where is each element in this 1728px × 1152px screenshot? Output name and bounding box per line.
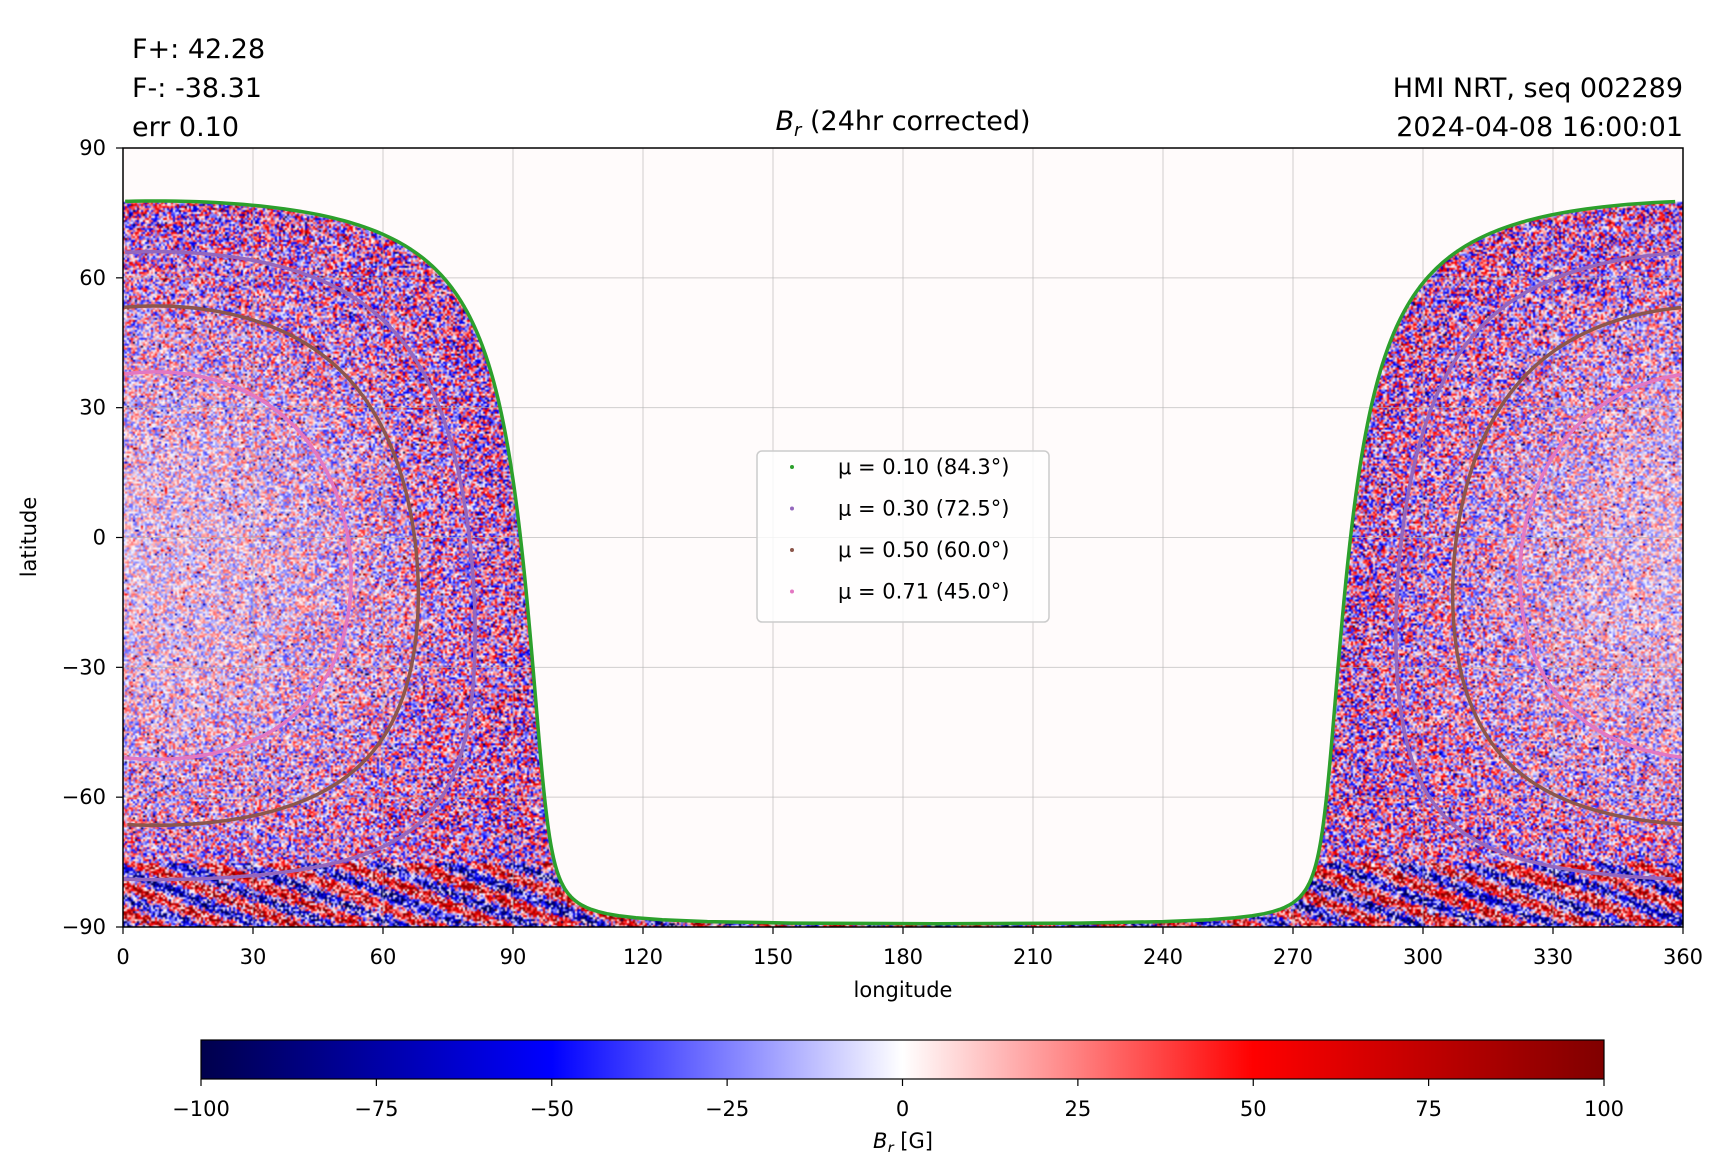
x-tick-label: 120 bbox=[623, 945, 663, 969]
timestamp: 2024-04-08 16:00:01 bbox=[1396, 112, 1683, 143]
x-tick-label: 180 bbox=[883, 945, 923, 969]
mu-contour-0.3 bbox=[1394, 251, 1681, 881]
legend-marker bbox=[790, 589, 794, 594]
legend-entry: μ = 0.50 (60.0°) bbox=[838, 538, 1009, 562]
x-tick-label: 90 bbox=[500, 945, 527, 969]
mu-contour-0.71 bbox=[124, 370, 156, 376]
flux-positive: F+: 42.28 bbox=[132, 34, 265, 65]
y-tick-label: 30 bbox=[79, 396, 106, 420]
colorbar-tick-label: 50 bbox=[1240, 1097, 1267, 1121]
colorbar-tick-label: 75 bbox=[1415, 1097, 1442, 1121]
mu-contour-0.5 bbox=[127, 304, 421, 828]
legend-entry: μ = 0.10 (84.3°) bbox=[838, 455, 1009, 479]
legend-entry: μ = 0.71 (45.0°) bbox=[838, 580, 1009, 604]
x-tick-label: 210 bbox=[1013, 945, 1053, 969]
y-axis-label: latitude bbox=[17, 497, 41, 578]
x-tick-label: 300 bbox=[1403, 945, 1443, 969]
legend-box bbox=[756, 450, 1050, 623]
legend-marker bbox=[790, 506, 794, 511]
y-tick-label: 60 bbox=[79, 266, 106, 290]
x-tick-label: 0 bbox=[116, 945, 129, 969]
legend-marker bbox=[790, 548, 794, 552]
y-tick-label: −90 bbox=[62, 915, 106, 939]
mu-contour-0.3 bbox=[123, 249, 477, 882]
mu-contour-0.5 bbox=[1450, 305, 1683, 827]
colorbar-label: Br [G] bbox=[873, 1129, 933, 1152]
mu-contour-0.5 bbox=[123, 304, 156, 310]
legend-entry: μ = 0.30 (72.5°) bbox=[838, 497, 1009, 521]
colorbar: −100 −75 −50 −25 0 25 50 75 100 Br [G] bbox=[172, 1039, 1624, 1152]
flux-negative: F-: -38.31 bbox=[132, 73, 262, 104]
colorbar-gradient bbox=[200, 1039, 1605, 1080]
x-tick-label: 330 bbox=[1533, 945, 1573, 969]
mu-contour-0.71 bbox=[123, 370, 353, 762]
x-axis-ticks: 0 30 60 90 120 150 180 210 240 270 300 330 360 bbox=[116, 927, 1703, 969]
colorbar-tick-label: −75 bbox=[354, 1097, 398, 1121]
x-tick-label: 60 bbox=[370, 945, 397, 969]
y-axis-ticks: 90 60 30 0 −30 −60 −90 bbox=[62, 136, 123, 939]
colorbar-tick-label: 100 bbox=[1584, 1097, 1624, 1121]
x-tick-label: 270 bbox=[1273, 945, 1313, 969]
x-tick-label: 240 bbox=[1143, 945, 1183, 969]
y-tick-label: −60 bbox=[62, 785, 106, 809]
y-tick-label: 90 bbox=[79, 136, 106, 160]
mu-contour-0.71 bbox=[1518, 372, 1684, 760]
colorbar-tick-label: 25 bbox=[1065, 1097, 1092, 1121]
y-tick-label: −30 bbox=[62, 655, 106, 679]
colorbar-tick-label: −25 bbox=[705, 1097, 749, 1121]
error-value: err 0.10 bbox=[132, 112, 239, 143]
mu-contour-0.3 bbox=[125, 249, 156, 255]
legend: μ = 0.10 (84.3°) μ = 0.30 (72.5°) μ = 0.50… bbox=[756, 450, 1050, 623]
colorbar-tick-label: 0 bbox=[896, 1097, 909, 1121]
x-tick-label: 150 bbox=[753, 945, 793, 969]
colorbar-tick-label: −50 bbox=[530, 1097, 574, 1121]
x-tick-label: 360 bbox=[1663, 945, 1703, 969]
chart-title: Br (24hr corrected) bbox=[775, 106, 1030, 141]
y-tick-label: 0 bbox=[93, 526, 106, 550]
x-axis-label: longitude bbox=[854, 978, 953, 1002]
source-label: HMI NRT, seq 002289 bbox=[1393, 73, 1683, 104]
legend-marker bbox=[790, 465, 794, 469]
colorbar-tick-label: −100 bbox=[172, 1097, 230, 1121]
mu-contour-0.1 bbox=[155, 199, 1676, 926]
mu-contours bbox=[123, 199, 1684, 926]
x-tick-label: 30 bbox=[240, 945, 267, 969]
